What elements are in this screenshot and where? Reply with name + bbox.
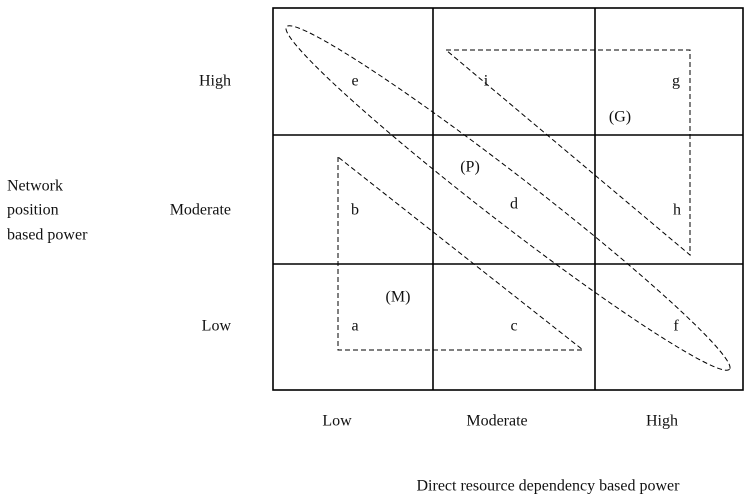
y-axis-title: based power [7, 227, 88, 244]
y-level: High [199, 73, 231, 90]
group-label: (P) [460, 159, 480, 176]
group-label: (M) [386, 289, 411, 306]
y-axis-title: position [7, 202, 59, 219]
grid-border [272, 7, 744, 391]
cell-label: f [673, 318, 679, 335]
cell-label: b [351, 202, 359, 219]
cell-label: g [672, 73, 680, 90]
group-triangle [444, 49, 691, 257]
y-level: Low [202, 318, 232, 335]
cell-label: e [351, 73, 358, 90]
x-level: Low [322, 413, 352, 430]
cell-label: c [510, 318, 517, 335]
x-level: Moderate [466, 413, 527, 430]
cell-label: a [351, 318, 358, 335]
cell-label: d [510, 196, 518, 213]
y-level: Moderate [170, 202, 231, 219]
y-axis-title: Network [7, 178, 63, 195]
cell-label: h [673, 202, 681, 219]
group-triangle [337, 155, 585, 351]
group-label: (G) [609, 109, 631, 126]
x-axis-title: Direct resource dependency based power [417, 478, 681, 495]
x-level: High [646, 413, 678, 430]
cell-label: i [484, 73, 489, 90]
